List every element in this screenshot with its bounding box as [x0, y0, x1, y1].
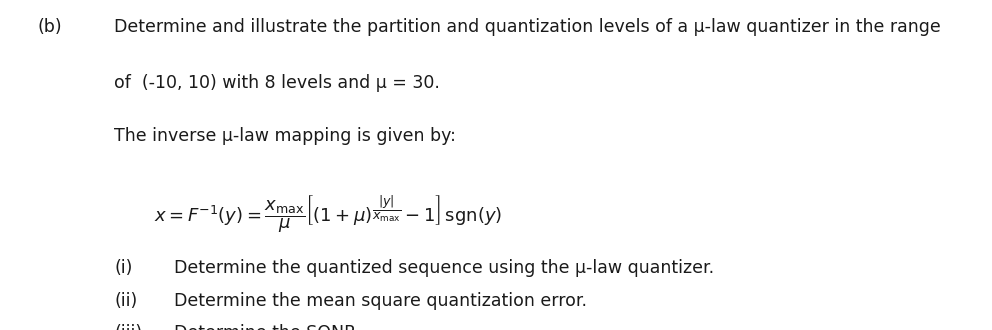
Text: (ii): (ii) [114, 292, 137, 310]
Text: (b): (b) [38, 18, 62, 36]
Text: The inverse μ-law mapping is given by:: The inverse μ-law mapping is given by: [114, 127, 456, 145]
Text: Determine the SQNR.: Determine the SQNR. [174, 324, 361, 330]
Text: of  (-10, 10) with 8 levels and μ = 30.: of (-10, 10) with 8 levels and μ = 30. [114, 74, 440, 92]
Text: Determine the quantized sequence using the μ-law quantizer.: Determine the quantized sequence using t… [174, 259, 713, 277]
Text: (i): (i) [114, 259, 133, 277]
Text: Determine and illustrate the partition and quantization levels of a μ-law quanti: Determine and illustrate the partition a… [114, 18, 940, 36]
Text: $x = F^{-1}(y) = \dfrac{x_\mathrm{max}}{\mu}\left[\left(1+\mu\right)^{\dfrac{|y|: $x = F^{-1}(y) = \dfrac{x_\mathrm{max}}{… [154, 193, 502, 235]
Text: Determine the mean square quantization error.: Determine the mean square quantization e… [174, 292, 586, 310]
Text: (iii): (iii) [114, 324, 142, 330]
